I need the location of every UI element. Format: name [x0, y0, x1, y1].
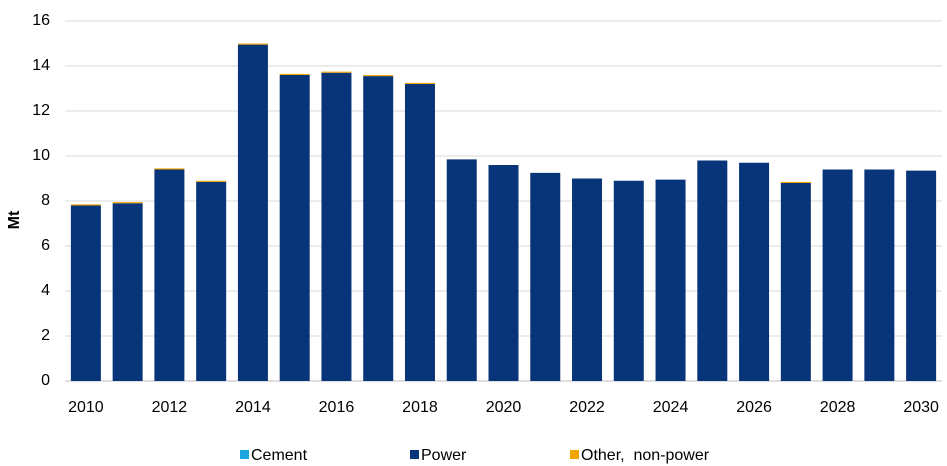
y-tick-label: 6	[41, 237, 50, 254]
y-tick-label: 16	[32, 12, 50, 29]
legend-label: Cement	[251, 447, 308, 464]
bar-segment	[154, 169, 185, 381]
bar-segment	[70, 205, 101, 381]
x-tick-label: 2022	[569, 399, 605, 416]
bar-segment	[404, 82, 435, 84]
x-tick-label: 2012	[152, 399, 188, 416]
y-tick-label: 10	[32, 147, 50, 164]
y-tick-label: 12	[32, 102, 50, 119]
legend-swatch	[240, 450, 249, 459]
bar-segment	[363, 75, 394, 77]
bar-segment	[488, 165, 519, 381]
bar-segment	[446, 159, 477, 381]
x-tick-label: 2020	[486, 399, 522, 416]
legend-swatch	[410, 450, 419, 459]
bar-segment	[237, 44, 268, 381]
bar-segment	[154, 168, 185, 170]
bar-segment	[112, 202, 143, 204]
bar-segment	[822, 169, 853, 381]
bar-segment	[780, 181, 811, 183]
bar-segment	[237, 43, 268, 45]
bar-segment	[530, 172, 561, 381]
bar-segment	[112, 203, 143, 381]
bar-segment	[613, 180, 644, 381]
y-tick-label: 2	[41, 327, 50, 344]
bar-segment	[279, 75, 310, 381]
y-axis-label: Mt	[6, 210, 23, 229]
bar-segment	[572, 178, 603, 381]
y-tick-label: 4	[41, 282, 50, 299]
bar-segment	[404, 84, 435, 381]
bar-segment	[739, 162, 770, 381]
bar-segment	[780, 183, 811, 381]
bar-segment	[906, 170, 937, 381]
bar-segment	[321, 71, 352, 73]
legend-swatch	[570, 450, 579, 459]
legend-label: Power	[421, 447, 467, 464]
x-tick-label: 2018	[402, 399, 438, 416]
x-tick-label: 2016	[319, 399, 355, 416]
legend-label: Other, non-power	[581, 447, 710, 464]
y-tick-label: 8	[41, 192, 50, 209]
bar-segment	[864, 169, 895, 381]
y-tick-label: 0	[41, 372, 50, 389]
x-tick-label: 2024	[653, 399, 689, 416]
bar-segment	[279, 73, 310, 75]
x-tick-label: 2028	[820, 399, 856, 416]
bar-segment	[655, 179, 686, 381]
bar-segment	[70, 204, 101, 206]
bar-segment	[697, 160, 728, 381]
x-tick-label: 2010	[68, 399, 104, 416]
x-tick-label: 2014	[235, 399, 271, 416]
x-tick-label: 2026	[736, 399, 772, 416]
x-tick-label: 2030	[903, 399, 939, 416]
bar-segment	[196, 181, 227, 381]
bar-segment	[196, 180, 227, 182]
bar-segment	[363, 76, 394, 381]
y-tick-label: 14	[32, 57, 50, 74]
bar-segment	[321, 72, 352, 381]
